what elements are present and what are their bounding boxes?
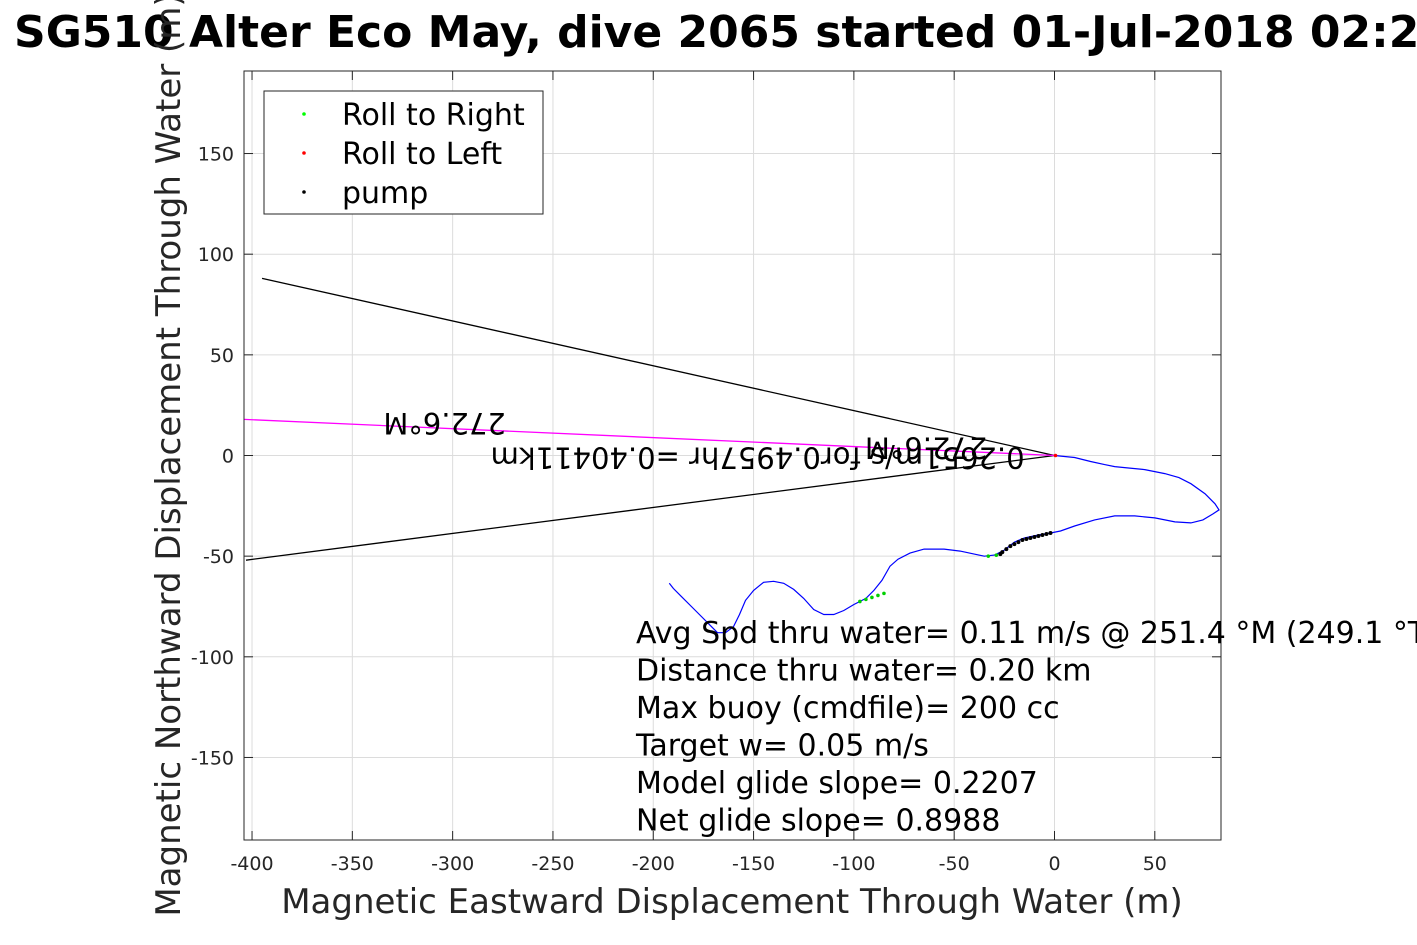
stats-line: Target w= 0.05 m/s: [635, 729, 929, 764]
x-tick-label: -250: [531, 853, 574, 875]
pump-point: [1036, 534, 1041, 539]
stats-line: Net glide slope= 0.8988: [636, 804, 1000, 839]
stats-line: Distance thru water= 0.20 km: [636, 654, 1091, 689]
roll-right-point: [858, 599, 862, 604]
y-tick-label: 50: [210, 345, 234, 367]
pump-point: [1040, 533, 1045, 538]
legend-marker: [302, 112, 306, 116]
stats-line: Model glide slope= 0.2207: [636, 766, 1038, 801]
chart-title: SG510 Alter Eco May, dive 2065 started 0…: [14, 7, 1417, 58]
y-tick-label: 0: [222, 446, 234, 468]
pump-point: [1016, 540, 1021, 545]
x-tick-label: -300: [431, 853, 474, 875]
y-tick-label: -150: [191, 747, 234, 769]
pump-point: [1048, 531, 1053, 536]
legend-marker: [302, 190, 306, 194]
x-axis-label: Magnetic Eastward Displacement Through W…: [281, 882, 1183, 922]
y-tick-label: -50: [203, 546, 234, 568]
pump-point: [1004, 547, 1009, 552]
heading-annotation: 272.6°M: [865, 430, 988, 464]
legend-box: [263, 90, 544, 215]
x-tick-label: 50: [1143, 853, 1167, 875]
plot-border: [243, 70, 1222, 841]
pump-point: [1032, 535, 1037, 540]
x-tick-label: -100: [832, 853, 875, 875]
stats-block: Avg Spd thru water= 0.11 m/s @ 251.4 °M …: [635, 616, 1417, 839]
pump-point: [1044, 532, 1049, 537]
glider-track-line: [668, 454, 1220, 634]
pump-point: [1008, 544, 1013, 549]
x-tick-label: -350: [331, 853, 374, 875]
roll-right-point: [994, 553, 999, 557]
y-axis-label: Magnetic Northward Displacement Through …: [149, 0, 189, 917]
roll-left-point: [1053, 453, 1058, 458]
heading-annotation: 272.6°M: [383, 406, 506, 440]
legend-label: Roll to Left: [342, 137, 502, 172]
pump-point: [1020, 538, 1025, 543]
x-tick-label: -150: [732, 853, 775, 875]
axis-ticks: -400 -350 -300 -250 -200 -150 -100 -50 0 50 -150 -1…: [191, 71, 1221, 875]
y-tick-label: 100: [198, 244, 234, 266]
legend: Roll to Right Roll to Left pump: [263, 90, 544, 215]
roll-right-point: [864, 597, 868, 602]
x-tick-label: 0: [1048, 853, 1060, 875]
pump-point: [998, 552, 1003, 557]
heading-line: [245, 454, 1055, 561]
roll-right-point: [870, 595, 874, 600]
x-tick-label: -400: [230, 853, 273, 875]
stats-line: Max buoy (cmdfile)= 200 cc: [636, 691, 1060, 726]
pump-point: [1028, 536, 1033, 541]
legend-label: pump: [342, 176, 428, 211]
heading-line: [244, 418, 1055, 457]
y-tick-label: 150: [198, 144, 234, 166]
stats-line: Avg Spd thru water= 0.11 m/s @ 251.4 °M …: [636, 616, 1417, 651]
legend-label: Roll to Right: [342, 98, 525, 133]
pump-point: [1012, 542, 1017, 547]
legend-marker: [302, 151, 306, 155]
x-tick-label: -200: [632, 853, 675, 875]
series-layer: 272.6°M0.2651m/s for0.4957hr =0.40411km2…: [244, 277, 1220, 634]
roll-right-point: [876, 593, 880, 598]
heading-line: [261, 277, 1055, 457]
roll-right-point: [986, 554, 991, 558]
pump-point: [1024, 537, 1029, 542]
heading-annotation: 0.2651m/s for0.4957hr =0.40411km: [491, 440, 1025, 474]
x-tick-label: -50: [939, 853, 970, 875]
roll-right-point: [882, 591, 886, 596]
y-tick-label: -100: [191, 647, 234, 669]
